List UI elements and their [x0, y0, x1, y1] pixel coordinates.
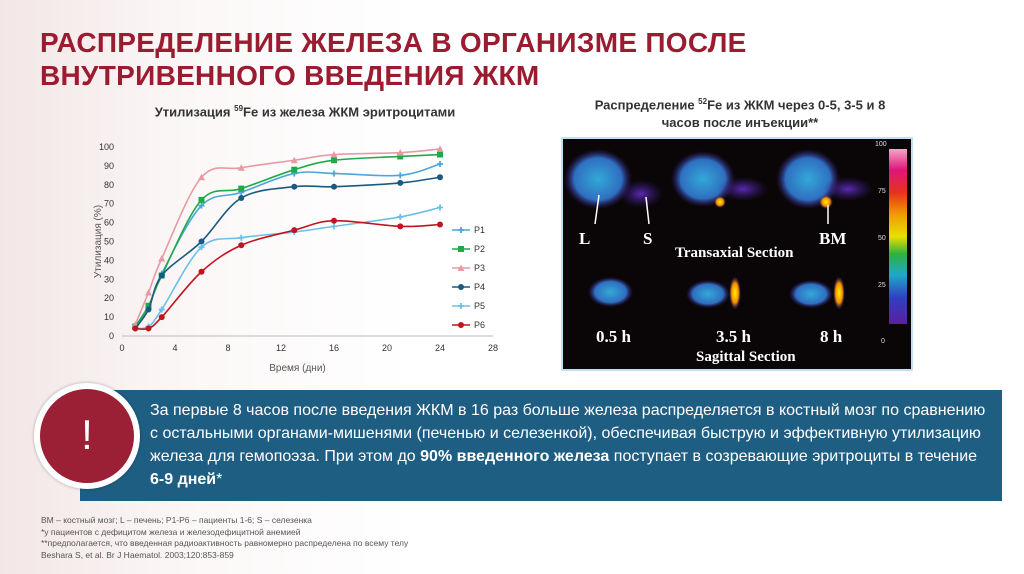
x-tick-label: 16: [329, 343, 339, 353]
image-title: Распределение 52Fe из ЖКМ через 0-5, 3-5…: [594, 97, 886, 131]
y-tick-label: 100: [99, 142, 114, 152]
data-point-p4: [397, 179, 404, 186]
y-tick-label: 20: [104, 293, 114, 303]
footnotes: BM – костный мозг; L – печень; P1-P6 – п…: [41, 515, 409, 560]
legend-label-p1: P1: [474, 225, 485, 235]
data-point-p5: [158, 306, 165, 313]
legend-marker-p2: [458, 246, 464, 252]
data-point-p3: [198, 173, 205, 181]
data-point-p2: [437, 151, 443, 158]
series-line-p1: [134, 163, 441, 329]
data-point-p5: [331, 223, 337, 230]
data-point-p1: [437, 161, 443, 168]
y-tick-label: 60: [104, 218, 114, 228]
x-tick-label: 24: [435, 343, 445, 353]
data-point-p3: [330, 151, 338, 158]
y-tick-label: 70: [104, 199, 114, 209]
data-point-p6: [238, 242, 245, 249]
y-tick-label: 90: [104, 161, 114, 171]
data-point-p3: [290, 156, 298, 164]
legend-label-p4: P4: [474, 282, 485, 292]
exclamation-icon: !: [34, 383, 140, 489]
legend-marker-p3: [457, 264, 465, 271]
data-point-p3: [436, 145, 444, 152]
legend-label-p6: P6: [474, 320, 485, 330]
data-point-p6: [158, 314, 165, 321]
x-tick-label: 20: [382, 343, 392, 353]
y-tick-label: 40: [104, 255, 114, 265]
data-point-p4: [158, 272, 165, 279]
data-point-p4: [291, 183, 298, 190]
data-point-p6: [291, 227, 298, 234]
page-title: РАСПРЕДЕЛЕНИЕ ЖЕЛЕЗА В ОРГАНИЗМЕ ПОСЛЕ ВН…: [40, 27, 747, 91]
data-point-p3: [396, 149, 404, 156]
legend-marker-p1: [458, 227, 464, 233]
legend-label-p3: P3: [474, 263, 485, 273]
x-tick-label: 8: [225, 343, 230, 353]
data-point-p2: [331, 157, 337, 164]
pet-scan-image: L S BM Transaxial Section 0.5 h 3.5 h 8 …: [561, 137, 913, 371]
data-point-p4: [198, 238, 205, 245]
chart-title: Утилизация 59Fe из железа ЖКМ эритроцита…: [154, 104, 456, 120]
data-point-p2: [397, 153, 404, 160]
y-tick-label: 50: [104, 237, 114, 247]
data-point-p5: [238, 234, 245, 241]
data-point-p5: [198, 244, 205, 251]
y-tick-label: 30: [104, 274, 114, 284]
data-point-p6: [437, 221, 443, 228]
series-line-p2: [134, 153, 441, 327]
y-tick-label: 80: [104, 180, 114, 190]
x-tick-label: 12: [276, 343, 286, 353]
data-point-p4: [238, 195, 245, 202]
data-point-p2: [145, 302, 152, 309]
legend-marker-p4: [458, 284, 464, 290]
legend-marker-p5: [458, 303, 464, 309]
legend-marker-p6: [458, 322, 464, 328]
x-tick-label: 4: [172, 343, 177, 353]
x-axis-label: Время (дни): [269, 363, 325, 374]
data-point-p3: [158, 255, 166, 262]
key-message-box: [80, 390, 1002, 501]
data-point-p5: [437, 204, 443, 211]
data-point-p2: [238, 185, 245, 192]
data-point-p6: [132, 325, 139, 332]
data-point-p1: [331, 170, 337, 177]
data-point-p4: [145, 306, 152, 313]
legend-label-p5: P5: [474, 301, 485, 311]
data-point-p3: [145, 289, 152, 296]
data-point-p3: [237, 164, 245, 171]
key-message-text: За первые 8 часов после введения ЖКМ в 1…: [150, 402, 986, 488]
data-point-p2: [198, 196, 205, 203]
data-point-p6: [198, 268, 205, 275]
y-axis-label: Утилизация (%): [93, 205, 104, 278]
data-point-p6: [397, 223, 404, 230]
data-point-p2: [291, 166, 298, 173]
data-point-p6: [331, 217, 337, 224]
data-point-p1: [397, 172, 404, 179]
legend-label-p2: P2: [474, 244, 485, 254]
y-tick-label: 10: [104, 312, 114, 322]
utilization-chart: 0 10 20 30 40 50 60 70 80 90 100 0 4 8 12 16 20 24 28 Время…: [93, 142, 498, 374]
x-tick-label: 28: [488, 343, 498, 353]
data-point-p4: [437, 174, 443, 181]
y-tick-label: 0: [109, 331, 114, 341]
series-line-p4: [134, 176, 441, 329]
data-point-p1: [198, 202, 205, 209]
x-tick-label: 0: [119, 343, 124, 353]
data-point-p4: [331, 183, 337, 190]
data-point-p5: [397, 213, 404, 220]
data-point-p6: [145, 325, 152, 332]
